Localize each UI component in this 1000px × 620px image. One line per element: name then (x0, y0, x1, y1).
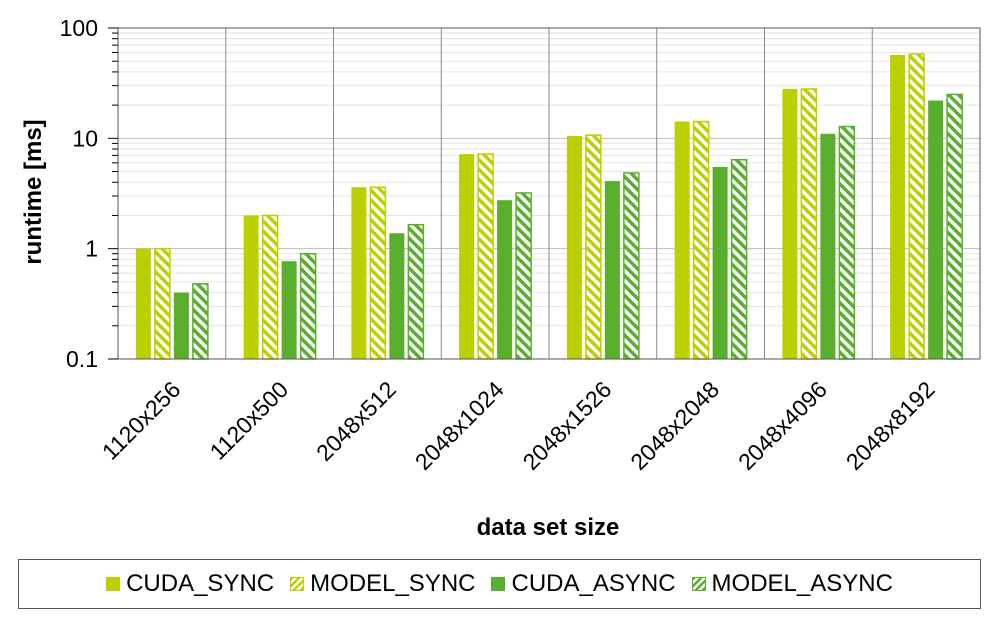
x-tick-label: 1120x500 (205, 376, 294, 465)
legend-swatch (106, 577, 121, 591)
plot-frame (117, 27, 981, 360)
grid-lines (118, 27, 980, 360)
legend-swatch (691, 577, 706, 591)
bar-cuda-async-2048x4096 (820, 133, 836, 359)
bar-model-sync-1120x256 (154, 247, 171, 360)
bar-model-async-2048x2048 (730, 158, 748, 360)
legend-item: CUDA_ASYNC (491, 570, 676, 598)
bar-cuda-sync-2048x1024 (459, 154, 475, 359)
bar-cuda-async-2048x1024 (497, 200, 513, 359)
y-tick-label: 1 (85, 236, 98, 262)
bar-cuda-async-2048x512 (389, 233, 405, 359)
x-tick-label: 2048x2048 (625, 376, 724, 475)
y-tick-label: 100 (60, 15, 98, 41)
x-tick-labels: 1120x256 1120x500 2048x512 2048x1024 2048x15… (97, 376, 940, 475)
bar-model-sync-2048x4096 (800, 88, 818, 360)
bar-model-sync-1120x500 (261, 214, 279, 360)
axes (108, 27, 981, 360)
x-tick-label: 2048x8192 (841, 376, 940, 475)
bar-model-async-2048x512 (407, 223, 425, 360)
legend-label: CUDA_SYNC (126, 570, 275, 597)
bar-model-async-2048x1526 (623, 172, 640, 360)
x-tick-label: 1120x256 (97, 376, 186, 465)
bar-model-sync-2048x2048 (692, 120, 710, 360)
y-axis-title: runtime [ms] (20, 119, 47, 264)
legend-swatch (491, 577, 506, 591)
bar-model-async-2048x1024 (515, 192, 532, 360)
bar-cuda-async-1120x256 (173, 292, 189, 359)
bar-cuda-sync-2048x2048 (674, 121, 690, 359)
bar-cuda-async-2048x1526 (604, 181, 620, 359)
legend-item: MODEL_ASYNC (691, 570, 893, 598)
x-tick-label: 2048x1526 (518, 376, 617, 475)
x-tick-label: 2048x4096 (733, 376, 832, 475)
bar-cuda-sync-2048x4096 (782, 88, 798, 360)
bars (135, 53, 963, 360)
x-tick-label: 2048x512 (311, 376, 401, 466)
bar-cuda-sync-1120x500 (243, 215, 259, 359)
bar-model-sync-2048x1024 (477, 153, 494, 360)
legend-item: MODEL_SYNC (290, 570, 475, 598)
legend-label: CUDA_ASYNC (511, 570, 676, 597)
bar-cuda-async-1120x500 (281, 261, 297, 359)
bar-cuda-sync-2048x8192 (890, 54, 906, 359)
legend-label: MODEL_ASYNC (711, 570, 893, 597)
y-tick-label: 10 (72, 125, 98, 151)
bar-model-async-2048x4096 (838, 125, 856, 360)
legend-swatch (290, 577, 305, 591)
bar-cuda-async-2048x2048 (712, 166, 728, 359)
bar-model-sync-2048x512 (369, 186, 387, 360)
legend-label: MODEL_SYNC (310, 570, 476, 597)
legend-item: CUDA_SYNC (106, 570, 274, 598)
bar-cuda-sync-1120x256 (135, 248, 151, 359)
bar-model-async-1120x500 (299, 252, 317, 360)
y-tick-labels: 0.1 1 10 100 (60, 15, 98, 372)
bar-cuda-sync-2048x512 (351, 187, 367, 359)
bar-model-async-2048x8192 (946, 93, 963, 360)
bar-cuda-sync-2048x1526 (566, 135, 582, 359)
x-tick-label: 2048x1024 (410, 376, 509, 475)
y-tick-label: 0.1 (66, 346, 98, 372)
bar-model-async-1120x256 (192, 283, 209, 360)
bar-cuda-async-2048x8192 (928, 100, 944, 359)
bar-model-sync-2048x8192 (908, 53, 925, 360)
x-axis-title: data set size (477, 514, 620, 541)
legend: CUDA_SYNC MODEL_SYNC CUDA_ASYNC MODEL_ASYNC (18, 559, 981, 609)
bar-model-sync-2048x1526 (585, 134, 602, 360)
